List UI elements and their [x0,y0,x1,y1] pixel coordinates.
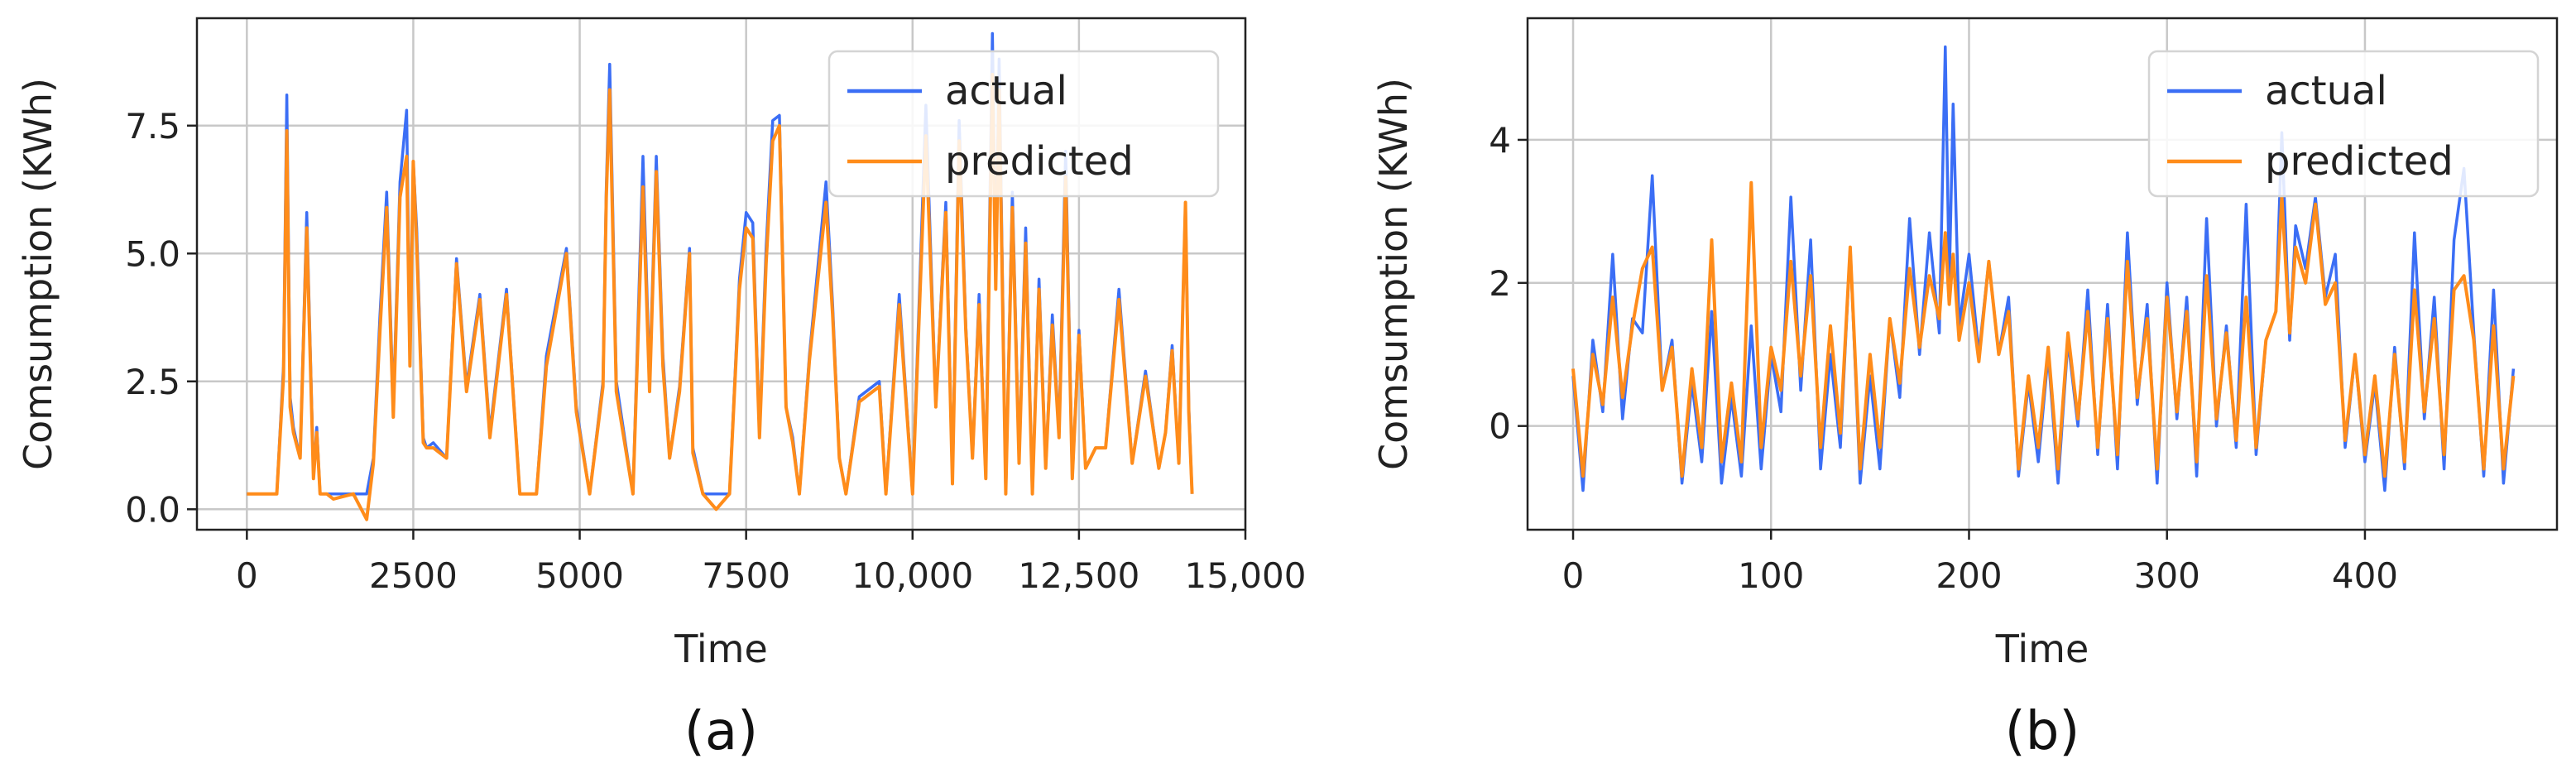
legend-box [2147,50,2540,198]
series-line-predicted-b [1571,180,2516,478]
x-tick-label: 7500 [702,555,790,596]
x-tick-label: 0 [236,555,258,596]
series-line-predicted-a [247,73,1194,521]
x-axis-label: Time [1995,627,2089,671]
axes-frame-b [1526,17,2559,531]
x-tick-label: 200 [1936,555,2002,596]
x-tick-label: 100 [1738,555,1804,596]
x-tick-label: 12,500 [1018,555,1139,596]
y-tick-label: 2.5 [125,362,180,402]
x-tick-label: 400 [2332,555,2398,596]
panel-label: (b) [2005,701,2080,762]
x-tick-label: 5000 [535,555,624,596]
legend-label-predicted: predicted [2265,138,2454,185]
legend-box [827,50,1220,198]
y-tick-label: 4 [1489,120,1511,161]
x-axis-label: Time [674,627,768,671]
x-tick-label: 2500 [369,555,458,596]
x-tick-label: 10,000 [851,555,973,596]
axes-frame-a [195,17,1247,531]
x-tick-label: 300 [2134,555,2200,596]
legend-label-actual: actual [945,68,1067,114]
y-tick-label: 7.5 [125,106,180,147]
y-tick-label: 2 [1489,263,1511,304]
y-tick-label: 5.0 [125,233,180,274]
y-tick-label: 0.0 [125,489,180,530]
legend-label-predicted: predicted [945,138,1134,185]
panel-label: (a) [684,701,758,762]
x-tick-label: 15,000 [1185,555,1307,596]
y-tick-label: 0 [1489,406,1511,447]
y-axis-label: Comsumption (KWh) [16,78,60,470]
x-tick-label: 0 [1562,555,1585,596]
legend-label-actual: actual [2265,68,2387,114]
y-axis-label: Comsumption (KWh) [1371,78,1416,470]
